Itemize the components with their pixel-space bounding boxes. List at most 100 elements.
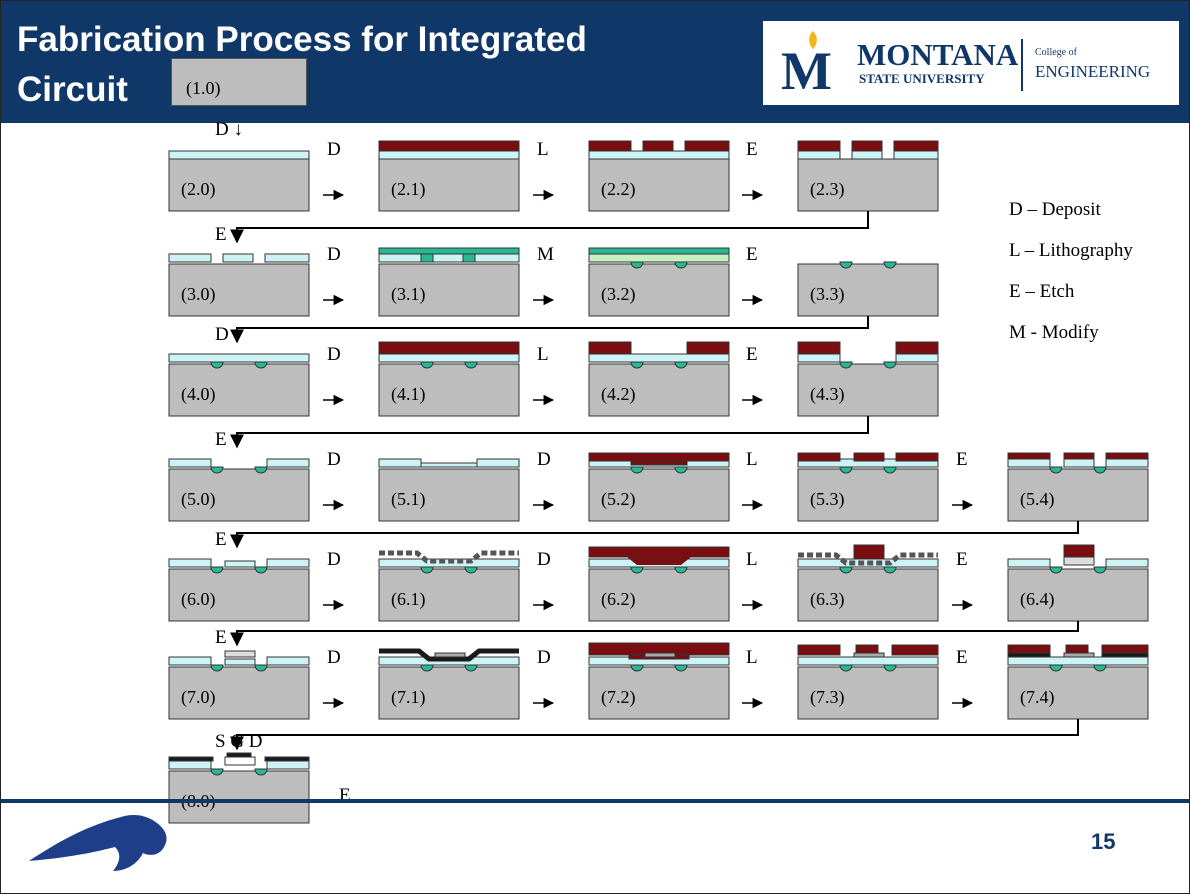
operation-label: D (327, 449, 341, 470)
operation-label: D (537, 647, 551, 668)
operation-label: D (537, 449, 551, 470)
step-label: (3.3) (810, 284, 845, 305)
step-label: (3.2) (601, 284, 636, 305)
step-label: (7.2) (601, 687, 636, 708)
msu-flame-icon (809, 31, 817, 49)
operation-label: D (327, 647, 341, 668)
step-label: (7.3) (810, 687, 845, 708)
legend-item-deposit: D – Deposit (1009, 199, 1102, 220)
step-label: (2.1) (391, 179, 426, 200)
row-connector (230, 621, 1079, 647)
row-connector (230, 416, 869, 449)
step-label: (3.0) (181, 284, 216, 305)
operation-label: E (215, 627, 227, 648)
cross-section-6-0: (6.0) (168, 558, 310, 622)
cross-section-6-1: (6.1) (378, 550, 520, 622)
operation-label: L (537, 344, 549, 365)
cross-section-3-2: (3.2) (588, 247, 730, 317)
page-title: Fabrication Process for Integrated Circu… (17, 15, 587, 115)
step-label: (4.1) (391, 384, 426, 405)
row-connector (230, 316, 869, 344)
step-label: (7.0) (181, 687, 216, 708)
step-label: (5.1) (391, 489, 426, 510)
cross-section-5-0: (5.0) (168, 458, 310, 522)
cross-section-5-3: (5.3) (797, 452, 939, 522)
cross-section-5-2: (5.2) (588, 452, 730, 522)
footer-divider (1, 799, 1189, 803)
step-label: (6.0) (181, 589, 216, 610)
operation-label: E (956, 449, 968, 470)
operation-label: L (746, 549, 758, 570)
header-bar: Fabrication Process for Integrated Circu… (1, 1, 1189, 123)
cross-section-7-1: (7.1) (378, 648, 520, 720)
step-label: (4.2) (601, 384, 636, 405)
operation-label: E (956, 647, 968, 668)
row-connector (230, 521, 1079, 549)
operation-label: L (537, 139, 549, 160)
cross-section-6-4: (6.4) (1007, 544, 1149, 622)
university-logo: M MONTANA STATE UNIVERSITY College of EN… (763, 21, 1179, 105)
step-label: (6.3) (810, 589, 845, 610)
step-label: (4.0) (181, 384, 216, 405)
operation-label: E (215, 529, 227, 550)
cross-section-5-4: (5.4) (1007, 452, 1149, 522)
operation-label: D (537, 549, 551, 570)
operation-label: L (746, 449, 758, 470)
final-etch-label: E (339, 785, 351, 806)
legend-item-etch: E – Etch (1009, 281, 1075, 302)
cross-section-6-3: (6.3) (797, 544, 939, 622)
cross-section-7-0: (7.0) (168, 650, 310, 720)
row-connector (230, 211, 869, 244)
operation-label: E (956, 549, 968, 570)
step-label: (7.1) (391, 687, 426, 708)
legend-item-lithography: L – Lithography (1009, 240, 1133, 261)
operation-label: M (537, 244, 554, 265)
operation-label: D (327, 549, 341, 570)
logo-college: College of (1035, 47, 1078, 58)
step-label: (6.1) (391, 589, 426, 610)
cross-section-2-0: (2.0) (168, 150, 310, 212)
logo-graphic: M MONTANA STATE UNIVERSITY College of EN… (781, 31, 1150, 101)
operation-label: E (746, 344, 758, 365)
title-line-2: Circuit (17, 70, 128, 109)
logo-mark: M (781, 41, 832, 101)
cross-section-8-0: (8.0) (168, 752, 310, 824)
title-line-1: Fabrication Process for Integrated (17, 20, 587, 59)
step-label: (2.2) (601, 179, 636, 200)
page-number: 15 (1091, 829, 1116, 854)
step-label: (4.3) (810, 384, 845, 405)
cross-section-2-2: (2.2) (588, 140, 730, 212)
step-label: (2.0) (181, 179, 216, 200)
cross-section-3-3: (3.3) (797, 261, 939, 317)
cross-section-4-2: (4.2) (588, 341, 730, 417)
operation-label: D (327, 344, 341, 365)
row-connector (230, 719, 1079, 751)
step-label: (2.3) (810, 179, 845, 200)
cross-section-3-1: (3.1) (378, 247, 520, 317)
operation-label: E (215, 224, 227, 245)
cross-section-4-0: (4.0) (168, 353, 310, 417)
step-label: (5.2) (601, 489, 636, 510)
cross-section-4-3: (4.3) (797, 341, 939, 417)
logo-name: MONTANA (857, 37, 1019, 72)
operation-label: E (215, 429, 227, 450)
operation-label: D ↓ (215, 119, 243, 140)
cross-section-7-4: (7.4) (1007, 644, 1149, 720)
cross-section-7-3: (7.3) (797, 644, 939, 720)
step-label: (5.4) (1020, 489, 1055, 510)
cross-section-4-1: (4.1) (378, 341, 520, 417)
step-label: (5.0) (181, 489, 216, 510)
operation-label: E (746, 244, 758, 265)
step-label: (3.1) (391, 284, 426, 305)
step-label: (6.2) (601, 589, 636, 610)
cross-section-3-0: (3.0) (168, 253, 310, 317)
step-label: (7.4) (1020, 687, 1055, 708)
operation-label: D (215, 324, 229, 345)
cross-section-2-1: (2.1) (378, 140, 520, 212)
cross-section-7-2: (7.2) (588, 642, 730, 720)
initial-wafer-label: (1.0) (186, 78, 221, 98)
operation-label: L (746, 647, 758, 668)
cross-section-2-3: (2.3) (797, 140, 939, 212)
